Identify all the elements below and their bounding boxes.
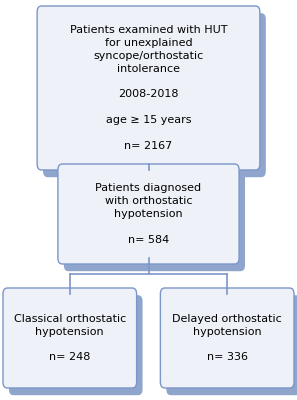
FancyBboxPatch shape — [3, 288, 137, 388]
FancyBboxPatch shape — [64, 171, 245, 271]
Text: Patients examined with HUT
for unexplained
syncope/orthostatic
intolerance

2008: Patients examined with HUT for unexplain… — [70, 25, 227, 150]
FancyBboxPatch shape — [166, 295, 297, 395]
Text: Patients diagnosed
with orthostatic
hypotension

n= 584: Patients diagnosed with orthostatic hypo… — [95, 183, 202, 244]
FancyBboxPatch shape — [9, 295, 143, 395]
Text: Delayed orthostatic
hypotension

n= 336: Delayed orthostatic hypotension n= 336 — [172, 314, 282, 362]
FancyBboxPatch shape — [58, 164, 239, 264]
Text: Classical orthostatic
hypotension

n= 248: Classical orthostatic hypotension n= 248 — [14, 314, 126, 362]
FancyBboxPatch shape — [160, 288, 294, 388]
FancyBboxPatch shape — [37, 6, 260, 170]
FancyBboxPatch shape — [43, 13, 266, 177]
